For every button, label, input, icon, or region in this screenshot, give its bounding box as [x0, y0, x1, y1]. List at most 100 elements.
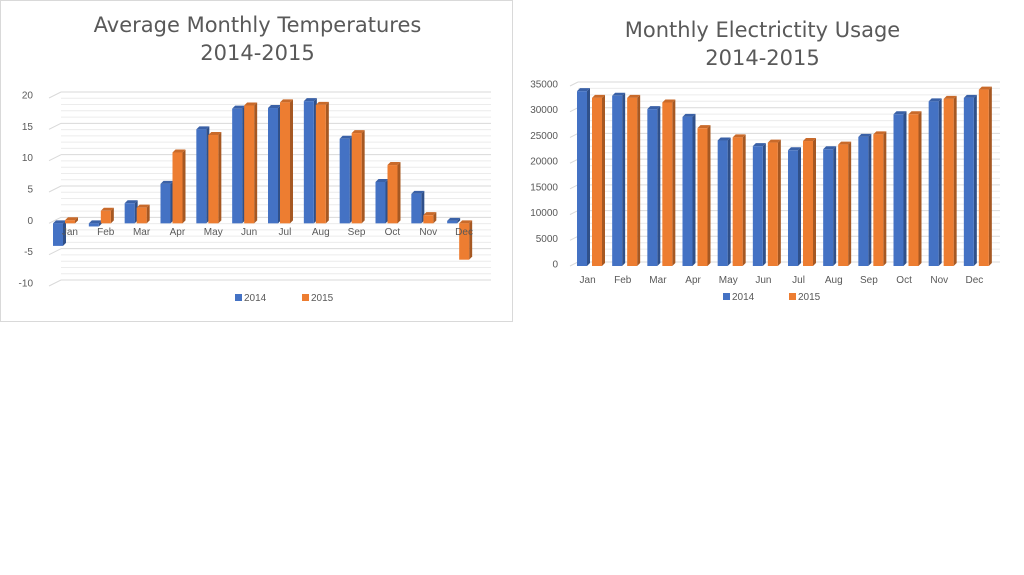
temp-bar-top	[351, 130, 365, 134]
elec-bar-2015-Aug	[838, 141, 852, 266]
elec-bar-side	[918, 111, 922, 267]
elec-x-axis: Jan Feb Mar Apr May Jun Jul Aug Sep Oct Nov Dec	[580, 275, 984, 286]
elec-x-tick-label: Jul	[792, 275, 805, 286]
temp-x-tick-label: Feb	[97, 227, 115, 238]
temp-bar-top	[411, 190, 425, 194]
elec-bar-2015-Feb	[627, 94, 641, 266]
elec-bar-front	[662, 102, 673, 266]
temp-bar-2015-Feb	[100, 207, 114, 224]
temp-bar-front	[124, 203, 135, 224]
temp-bar-top	[172, 149, 186, 153]
elec-bar-2015-Apr	[697, 125, 711, 267]
temp-bar-front	[387, 165, 398, 224]
temp-x-tick-label: Jan	[62, 227, 78, 238]
temp-bar-top	[208, 131, 222, 135]
elec-bar-side	[833, 146, 837, 266]
elec-bar-front	[803, 141, 813, 266]
temp-bar-side	[254, 102, 258, 224]
elec-x-tick-label: Dec	[966, 275, 984, 286]
temp-bar-2015-Sep	[351, 130, 365, 224]
elec-bar-side	[622, 92, 626, 267]
elec-gridline-depth	[569, 184, 579, 190]
elec-x-tick-label: Aug	[825, 275, 843, 286]
elec-gridline-depth	[569, 210, 579, 216]
elec-bar-front	[592, 97, 602, 266]
temp-x-tick-label: Jun	[241, 227, 257, 238]
elec-bar-side	[883, 131, 887, 266]
elec-bar-top	[963, 94, 977, 98]
elec-bar-front	[943, 98, 954, 266]
elec-legend: 2014 2015	[723, 292, 821, 303]
temp-bar-side	[433, 212, 437, 224]
elec-x-tick-label: Oct	[896, 275, 912, 286]
elec-bar-2014-Jul	[788, 147, 801, 266]
elec-bar-2015-Jul	[803, 138, 816, 266]
elec-bar-side	[707, 125, 711, 267]
temp-legend-label-2015: 2015	[311, 293, 334, 304]
temp-y-tick-label: -5	[24, 247, 33, 258]
elec-bar-front	[752, 146, 763, 266]
elec-gridline-depth	[569, 158, 579, 164]
elec-bars	[577, 86, 992, 267]
elec-bar-side	[762, 143, 766, 266]
temp-bar-top	[423, 212, 437, 216]
elec-bar-top	[627, 94, 641, 98]
electricity-chart-title: Monthly Electrictity Usage 2014-2015	[514, 16, 1011, 72]
temp-y-tick-label: 20	[22, 91, 34, 102]
temp-y-axis: 20 15 10 5 0 -5 -10	[19, 91, 34, 290]
elec-legend-swatch-2014	[723, 293, 730, 300]
elec-bar-front	[858, 136, 869, 266]
elec-bar-2014-May	[717, 137, 731, 266]
elec-x-tick-label: Mar	[649, 275, 667, 286]
temp-bar-top	[196, 126, 210, 130]
elec-bar-front	[682, 116, 693, 266]
elec-bar-side	[848, 141, 852, 266]
temp-bar-side	[110, 207, 114, 224]
temp-bar-2015-Nov	[423, 212, 437, 224]
temp-bar-front	[196, 129, 207, 224]
temp-x-tick-label: Mar	[133, 227, 151, 238]
elec-bar-side	[742, 134, 746, 266]
elec-bar-front	[823, 149, 834, 266]
temp-bar-front	[65, 220, 75, 224]
elec-bar-front	[788, 150, 798, 266]
temp-bar-front	[232, 108, 243, 224]
temp-bar-2014-Jan	[53, 220, 66, 246]
temp-bar-front	[411, 193, 422, 224]
temp-bar-front	[53, 223, 63, 246]
elec-bar-top	[803, 138, 816, 142]
temp-bar-side	[63, 220, 66, 246]
temp-bar-front	[244, 105, 255, 224]
elec-bar-top	[928, 98, 942, 102]
elec-bar-front	[697, 128, 708, 266]
temp-y-tick-label: 10	[22, 153, 34, 164]
elec-bar-front	[838, 144, 849, 266]
elec-bar-side	[587, 88, 590, 267]
temp-bar-top	[244, 102, 258, 106]
elec-bar-side	[692, 113, 696, 266]
elec-bar-side	[602, 94, 605, 266]
temp-legend: 2014 2015	[235, 293, 334, 304]
temp-bar-2014-Feb	[88, 220, 102, 227]
temp-gridline-depth	[48, 122, 62, 130]
elec-bar-top	[978, 86, 992, 90]
elec-y-axis: 35000 30000 25000 20000 15000 10000 5000 0	[530, 80, 558, 271]
elec-bar-side	[938, 98, 942, 266]
elec-bar-side	[973, 94, 977, 266]
elec-gridline-depth	[569, 235, 579, 241]
temp-bar-2014-Mar	[124, 200, 138, 224]
temp-bar-front	[459, 223, 470, 260]
temp-bar-front	[351, 133, 362, 224]
electricity-chart-panel: Monthly Electrictity Usage 2014-2015 350…	[514, 0, 1024, 322]
elec-bar-2015-Nov	[943, 95, 957, 266]
elec-bar-side	[727, 137, 731, 266]
elec-bar-front	[873, 134, 884, 266]
elec-bar-side	[672, 99, 676, 266]
elec-bar-front	[732, 137, 743, 266]
elec-bar-2014-Oct	[893, 111, 907, 267]
elec-bar-2015-Jan	[592, 94, 605, 266]
elec-y-tick-label: 5000	[536, 234, 559, 245]
elec-bar-top	[943, 95, 957, 99]
elec-bar-2014-Feb	[612, 92, 626, 267]
elec-bar-side	[953, 95, 957, 266]
